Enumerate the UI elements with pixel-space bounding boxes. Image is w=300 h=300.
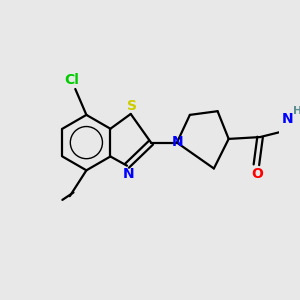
Text: N: N: [172, 135, 184, 149]
Text: H: H: [293, 106, 300, 116]
Text: O: O: [251, 167, 263, 181]
Text: S: S: [127, 99, 137, 112]
Text: N: N: [123, 167, 135, 181]
Text: Cl: Cl: [64, 73, 79, 87]
Text: N: N: [282, 112, 294, 126]
